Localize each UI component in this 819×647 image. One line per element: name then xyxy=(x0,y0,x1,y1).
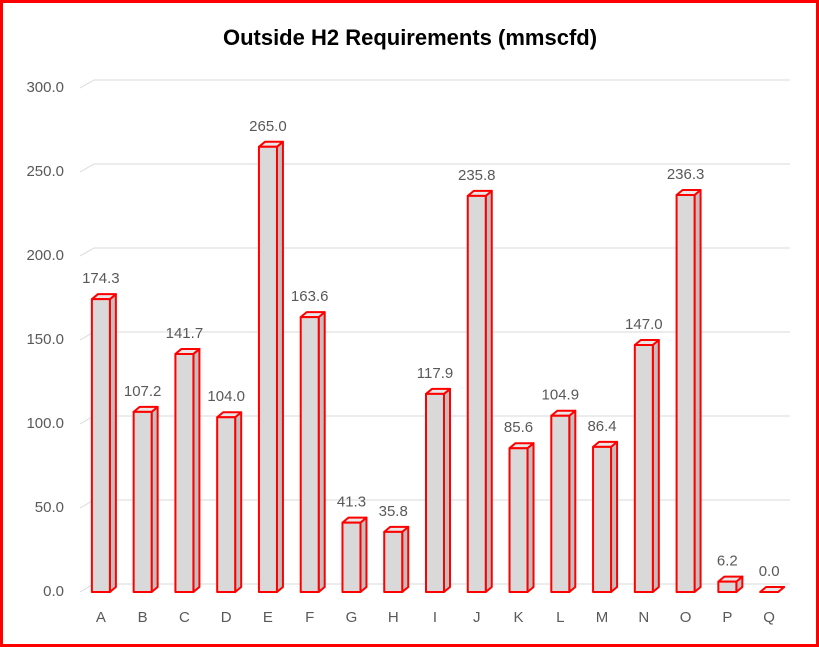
data-label: 85.6 xyxy=(504,419,533,436)
x-tick-label: B xyxy=(138,609,148,626)
bar xyxy=(592,445,613,593)
bar xyxy=(675,194,696,594)
x-tick-label: K xyxy=(514,609,524,626)
x-tick-label: J xyxy=(473,609,481,626)
x-tick-label: D xyxy=(221,609,232,626)
data-label: 35.8 xyxy=(379,503,408,520)
bar xyxy=(508,447,529,593)
data-label: 236.3 xyxy=(667,166,705,183)
bar xyxy=(717,580,738,593)
bar xyxy=(174,352,195,593)
x-tick-label: L xyxy=(556,609,564,626)
y-tick-label: 200.0 xyxy=(26,247,64,264)
y-tick-label: 250.0 xyxy=(26,163,64,180)
bar xyxy=(633,344,654,594)
data-label: 174.3 xyxy=(82,270,120,287)
grid-line xyxy=(79,247,790,257)
data-label: 117.9 xyxy=(417,365,453,382)
x-tick-label: G xyxy=(346,609,358,626)
y-tick-label: 150.0 xyxy=(26,331,64,348)
y-tick-label: 300.0 xyxy=(26,79,64,96)
bar xyxy=(299,316,320,593)
bar xyxy=(550,414,571,593)
x-tick-label: F xyxy=(305,609,314,626)
data-label: 86.4 xyxy=(587,418,616,435)
data-label: 6.2 xyxy=(717,553,738,570)
data-label: 235.8 xyxy=(458,167,496,184)
x-tick-label: P xyxy=(722,609,732,626)
x-tick-label: C xyxy=(179,609,190,626)
bar xyxy=(132,410,153,593)
bar xyxy=(425,392,445,594)
bar xyxy=(257,145,278,594)
x-tick-label: H xyxy=(388,609,399,626)
bar xyxy=(341,521,362,594)
x-tick-label: A xyxy=(96,609,106,626)
x-tick-label: I xyxy=(433,609,437,626)
data-label: 104.9 xyxy=(542,387,580,404)
y-tick-label: 0.0 xyxy=(43,583,64,600)
bar xyxy=(383,530,404,594)
data-label: 104.0 xyxy=(207,388,245,405)
chart-title: Outside H2 Requirements (mmscfd) xyxy=(223,25,597,50)
bar xyxy=(90,298,111,593)
data-label: 107.2 xyxy=(124,383,162,400)
bar xyxy=(216,416,237,593)
x-tick-label: M xyxy=(596,609,609,626)
bar xyxy=(466,194,487,594)
data-label: 147.0 xyxy=(625,316,663,333)
data-label: 0.0 xyxy=(759,563,780,580)
x-tick-label: Q xyxy=(763,609,775,626)
y-tick-label: 100.0 xyxy=(26,415,64,432)
grid-line xyxy=(79,163,790,173)
x-tick-label: E xyxy=(263,609,273,626)
y-tick-label: 50.0 xyxy=(35,499,64,516)
x-tick-label: N xyxy=(638,609,649,626)
x-tick-label: O xyxy=(680,609,692,626)
data-label: 141.7 xyxy=(166,325,204,342)
bar-top xyxy=(759,586,786,593)
data-label: 163.6 xyxy=(291,288,329,305)
data-label: 41.3 xyxy=(337,494,366,511)
data-label: 265.0 xyxy=(249,118,287,135)
grid-line xyxy=(79,79,790,89)
